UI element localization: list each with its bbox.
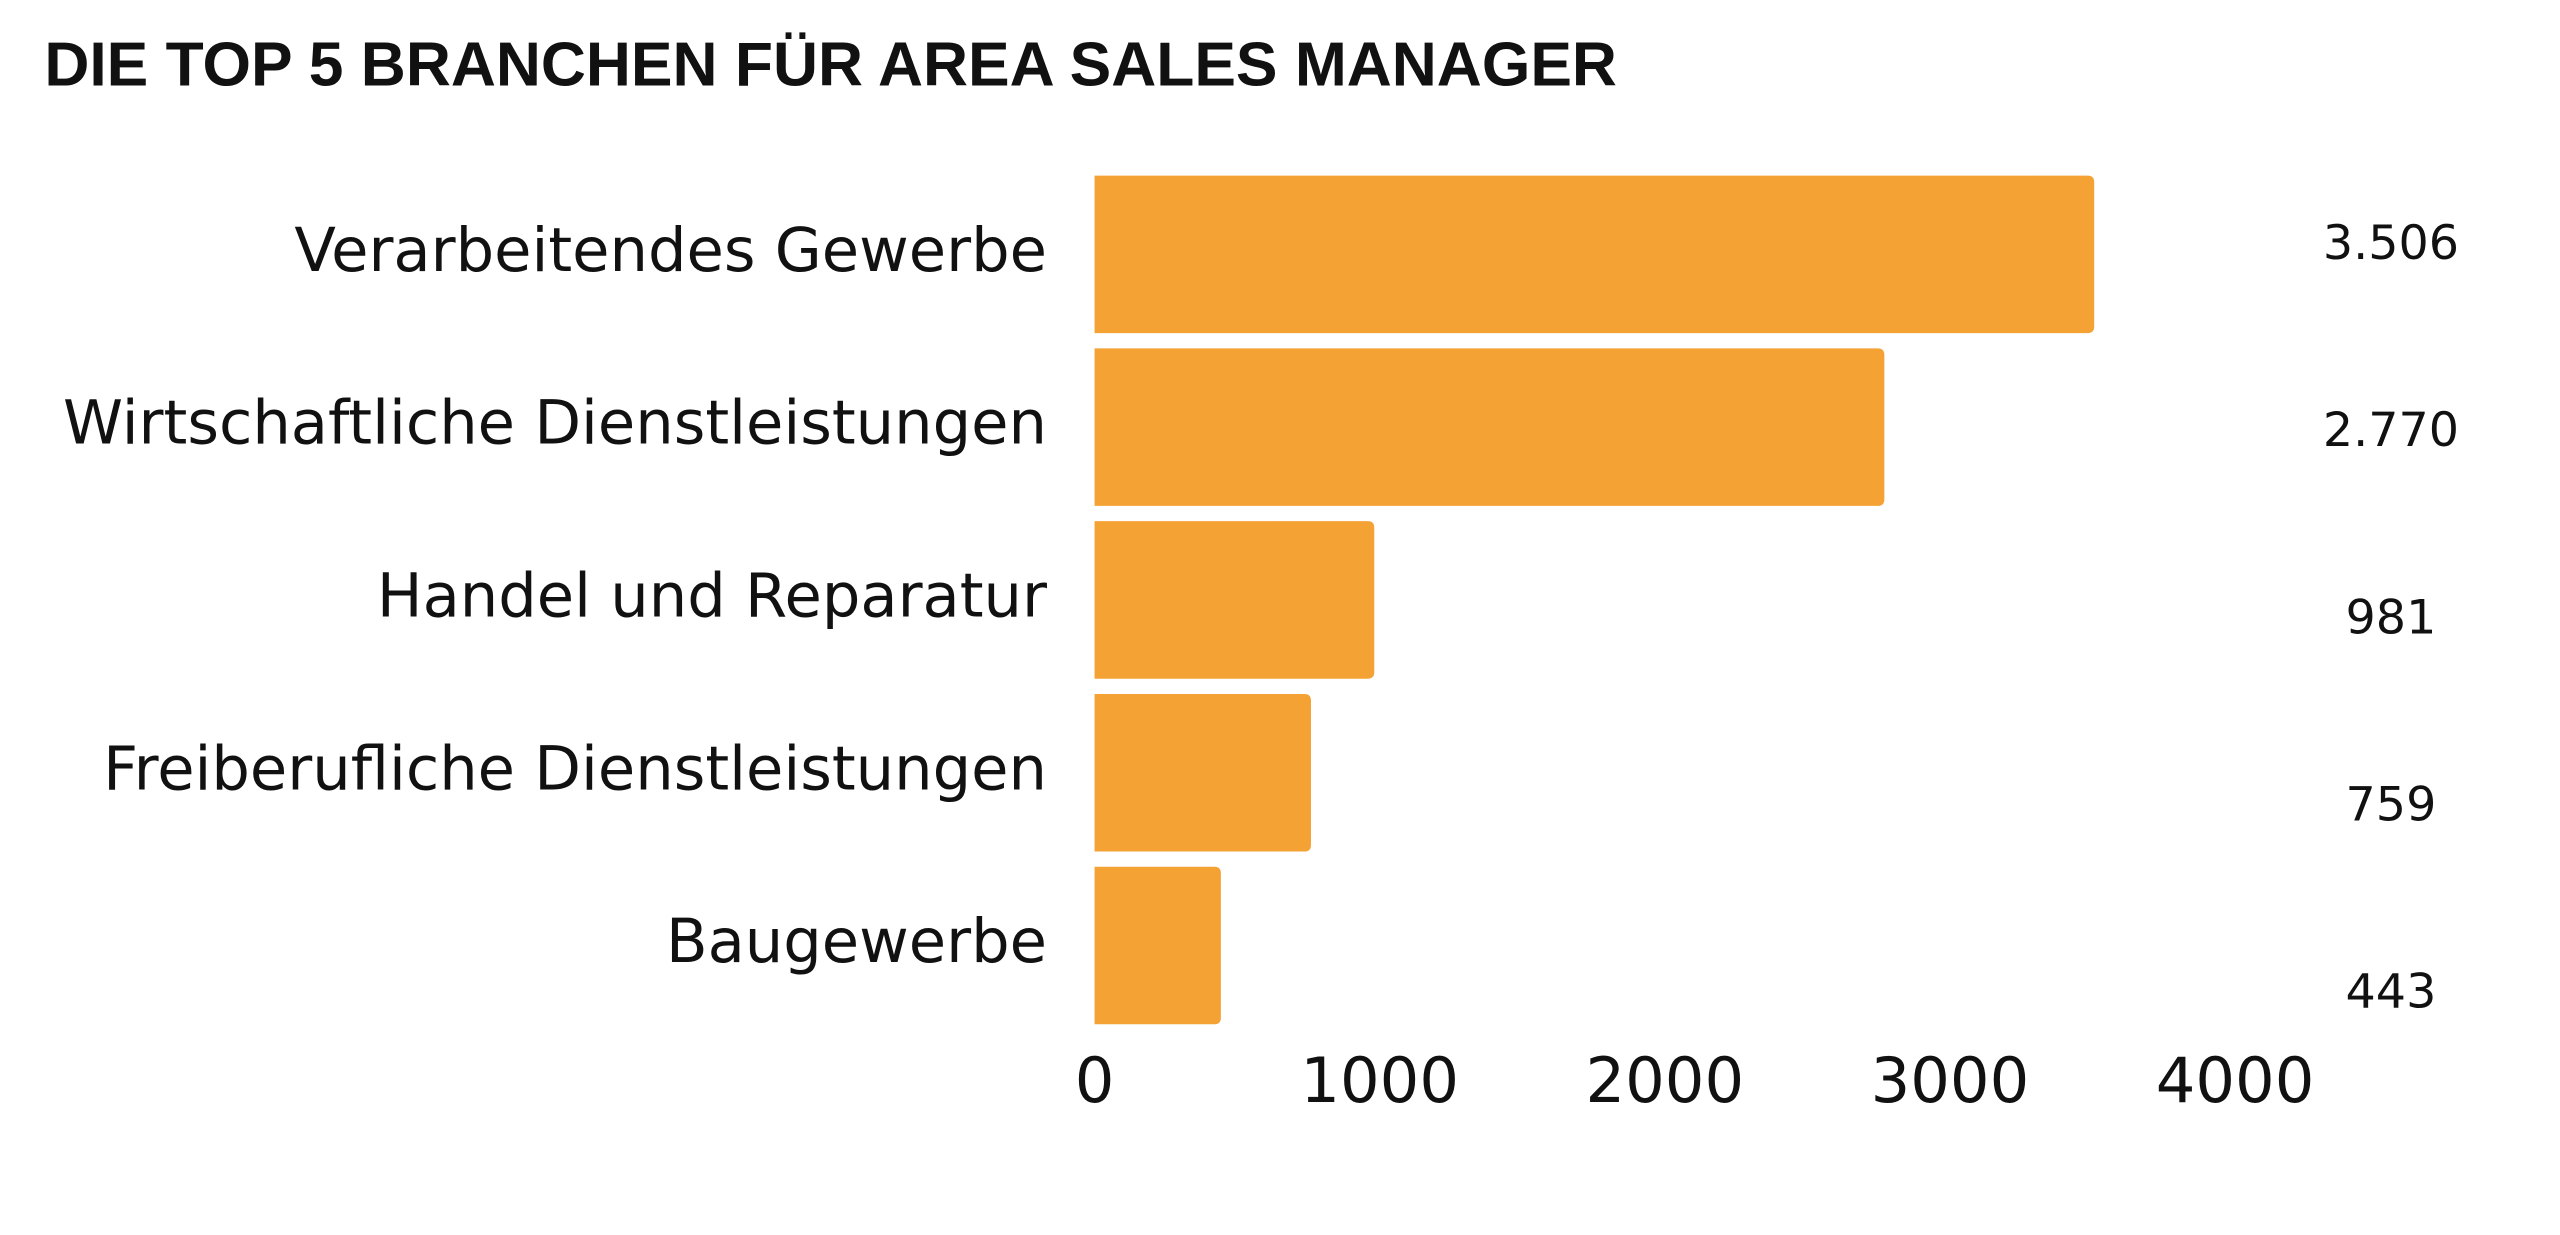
value-label: 981 (2346, 590, 2437, 645)
x-tick-label: 0 (1075, 1044, 1115, 1117)
x-tick-label: 1000 (1300, 1044, 1459, 1117)
value-label: 443 (2346, 964, 2437, 1019)
category-label: Verarbeitendes Gewerbe (294, 216, 1047, 286)
x-tick-label: 4000 (2156, 1044, 2315, 1117)
bar (1094, 348, 1885, 506)
x-tick-label: 2000 (1585, 1044, 1744, 1117)
value-label: 3.506 (2323, 216, 2459, 271)
category-label: Baugewerbe (666, 907, 1047, 977)
bar (1094, 521, 1375, 679)
value-label: 2.770 (2323, 403, 2459, 458)
bar (1094, 693, 1311, 852)
x-tick-label: 3000 (1871, 1044, 2030, 1117)
value-label: 759 (2346, 777, 2437, 832)
chart-title: DIE TOP 5 BRANCHEN FÜR AREA SALES MANAGE… (44, 30, 1617, 99)
bar (1094, 175, 2095, 334)
category-label: Wirtschaftliche Dienstleistungen (63, 389, 1047, 459)
category-label: Handel und Reparatur (377, 562, 1047, 632)
category-label: Freiberufliche Dienstleistungen (103, 734, 1047, 804)
bar (1094, 866, 1221, 1025)
